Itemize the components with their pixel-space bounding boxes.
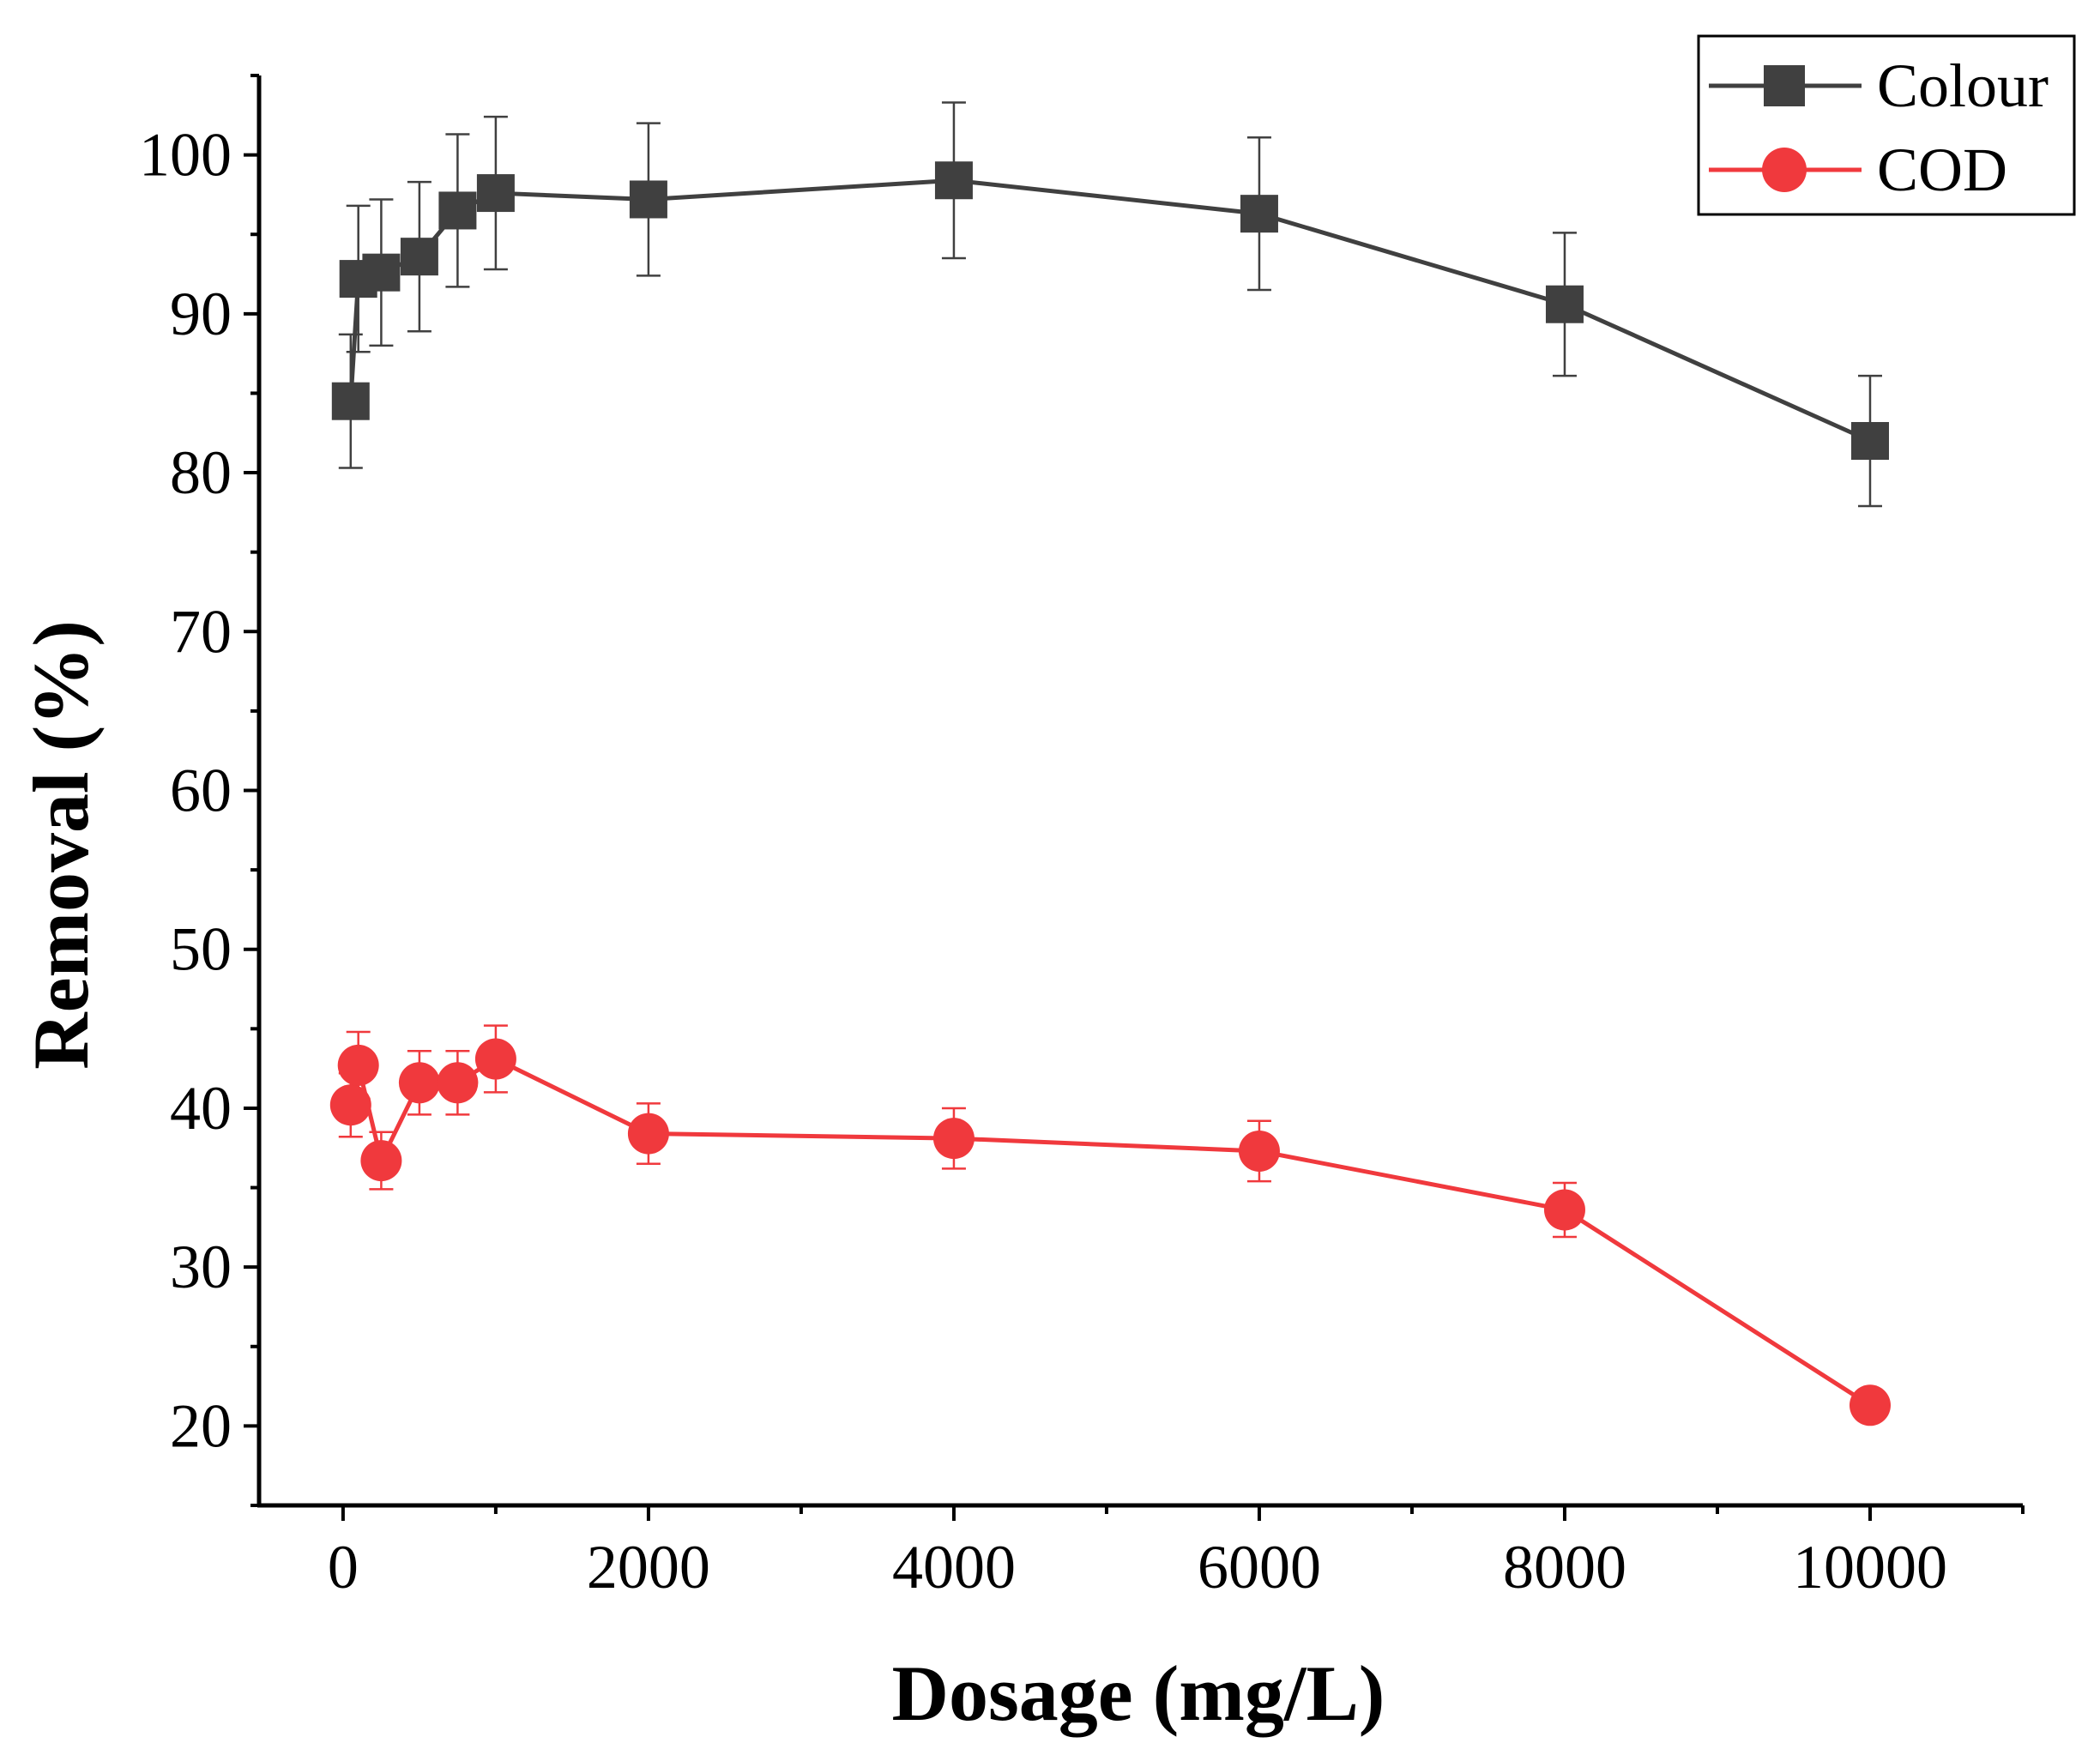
x-axis-title: Dosage (mg/L) xyxy=(892,1650,1385,1737)
legend-marker-cod xyxy=(1762,148,1807,192)
cod-point-10 xyxy=(1849,1384,1891,1426)
cod-point-0 xyxy=(329,1084,371,1126)
legend-label-colour: Colour xyxy=(1877,51,2049,120)
series-colour xyxy=(331,101,1889,508)
legend-label-cod: COD xyxy=(1877,136,2007,204)
x-tick-label-10000: 10000 xyxy=(1793,1533,1947,1601)
cod-point-1 xyxy=(337,1044,379,1086)
x-tick-label-6000: 6000 xyxy=(1198,1533,1321,1601)
legend: Colour COD xyxy=(1697,34,2076,216)
x-axis: 0 2000 4000 6000 8000 10000 xyxy=(257,1503,2025,1601)
colour-point-8 xyxy=(1240,195,1278,233)
cod-point-9 xyxy=(1543,1189,1585,1231)
y-tick-label-20: 20 xyxy=(170,1391,232,1460)
x-tick-label-2000: 2000 xyxy=(587,1533,710,1601)
cod-point-6 xyxy=(627,1113,669,1155)
y-tick-label-60: 60 xyxy=(170,757,232,825)
y-tick-label-90: 90 xyxy=(170,280,232,348)
cod-point-3 xyxy=(398,1062,440,1104)
colour-point-7 xyxy=(934,161,973,200)
cod-point-8 xyxy=(1238,1130,1280,1172)
colour-line xyxy=(348,178,1872,443)
colour-point-2 xyxy=(362,253,401,292)
plot-area xyxy=(329,101,1891,1426)
x-tick-label-0: 0 xyxy=(328,1533,359,1601)
cod-point-2 xyxy=(360,1140,402,1182)
y-tick-label-50: 50 xyxy=(170,915,232,984)
y-tick-label-30: 30 xyxy=(170,1233,232,1301)
cod-point-7 xyxy=(932,1118,975,1160)
y-axis: 20 30 40 50 60 70 80 90 100 xyxy=(139,74,262,1507)
series-cod xyxy=(329,1024,1891,1426)
y-tick-label-100: 100 xyxy=(139,121,232,190)
x-tick-label-4000: 4000 xyxy=(892,1533,1016,1601)
legend-marker-colour xyxy=(1764,65,1805,106)
cod-point-4 xyxy=(437,1062,479,1104)
cod-point-5 xyxy=(474,1038,516,1080)
y-tick-label-70: 70 xyxy=(170,597,232,666)
y-tick-label-40: 40 xyxy=(170,1074,232,1143)
x-tick-label-8000: 8000 xyxy=(1503,1533,1626,1601)
colour-point-0 xyxy=(331,382,370,420)
colour-point-4 xyxy=(438,191,477,230)
legend-box xyxy=(1697,34,2076,216)
colour-point-5 xyxy=(476,174,515,213)
colour-point-9 xyxy=(1545,285,1584,323)
colour-point-6 xyxy=(629,180,667,219)
y-tick-label-80: 80 xyxy=(170,438,232,507)
y-axis-title: Removal (%) xyxy=(17,620,105,1070)
cod-line xyxy=(348,1057,1872,1408)
colour-point-10 xyxy=(1850,422,1889,461)
colour-point-3 xyxy=(400,238,438,276)
